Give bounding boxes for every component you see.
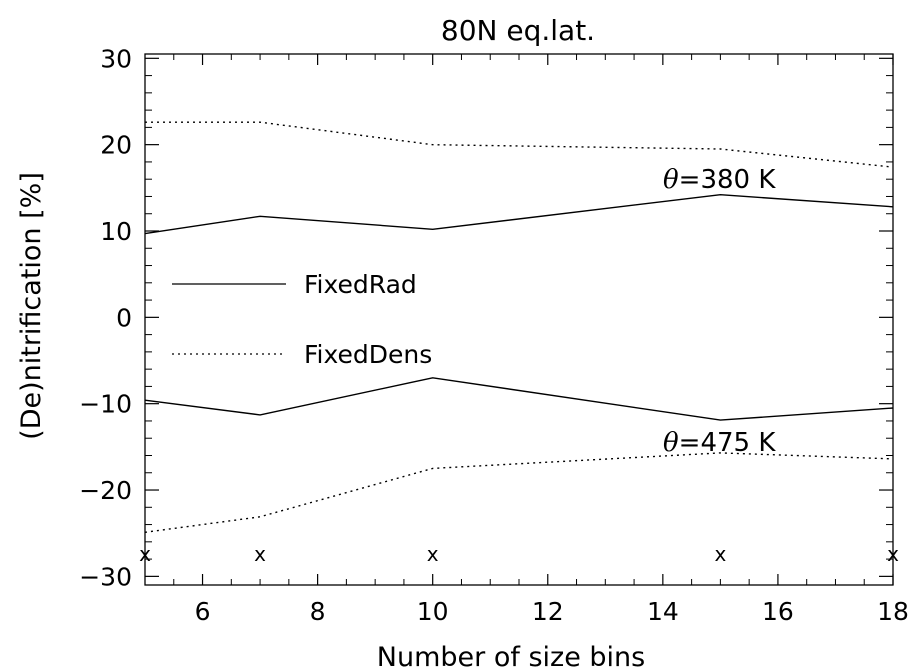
theta-symbol-475: θ [663, 428, 679, 458]
theta-symbol-380: θ [663, 165, 679, 195]
series-line-fixedrad-380 [144, 193, 894, 235]
axis-ticks: 6 8 10 12 14 16 18 −30 −20 −10 0 10 20 30 [79, 44, 909, 626]
theta-value-475: =475 K [679, 428, 777, 458]
y-axis-label: (De)nitrification [%] [16, 172, 47, 440]
x-tick-label: 14 [647, 597, 679, 626]
y-tick-label: −20 [79, 476, 132, 505]
y-tick-label: 10 [100, 217, 132, 246]
annotation-theta-380: θ=380 K [663, 165, 776, 195]
annotation-theta-475: θ=475 K [663, 428, 776, 458]
x-tick-label: 8 [310, 597, 326, 626]
x-tick-label: 12 [532, 597, 564, 626]
series-line-fixeddens-380 [145, 121, 894, 168]
x-tick-label: 18 [877, 597, 909, 626]
y-tick-label: −10 [79, 390, 132, 419]
legend-label-fixedrad: FixedRad [304, 270, 417, 299]
x-tick-label: 10 [417, 597, 449, 626]
y-tick-label: 0 [116, 303, 132, 332]
x-tick-label: 6 [195, 597, 211, 626]
bin-marker: x [139, 542, 151, 566]
bin-marker: x [427, 542, 439, 566]
y-tick-label: 30 [100, 44, 132, 73]
y-tick-label: 20 [100, 131, 132, 160]
chart-title: 80N eq.lat. [441, 14, 595, 47]
bin-marker: x [254, 542, 266, 566]
legend-label-fixeddens: FixedDens [304, 340, 432, 369]
series-line-fixeddens-475 [144, 452, 894, 533]
x-tick-label: 16 [762, 597, 794, 626]
bin-marker: x [714, 542, 726, 566]
x-axis-label: Number of size bins [377, 642, 645, 672]
theta-value-380: =380 K [679, 165, 777, 195]
bin-marker: x [887, 542, 899, 566]
plot-border [144, 53, 894, 586]
plot-frame [144, 53, 894, 586]
y-tick-label: −30 [79, 562, 132, 591]
series-group [144, 121, 894, 533]
series-line-fixedrad-475 [144, 377, 894, 421]
